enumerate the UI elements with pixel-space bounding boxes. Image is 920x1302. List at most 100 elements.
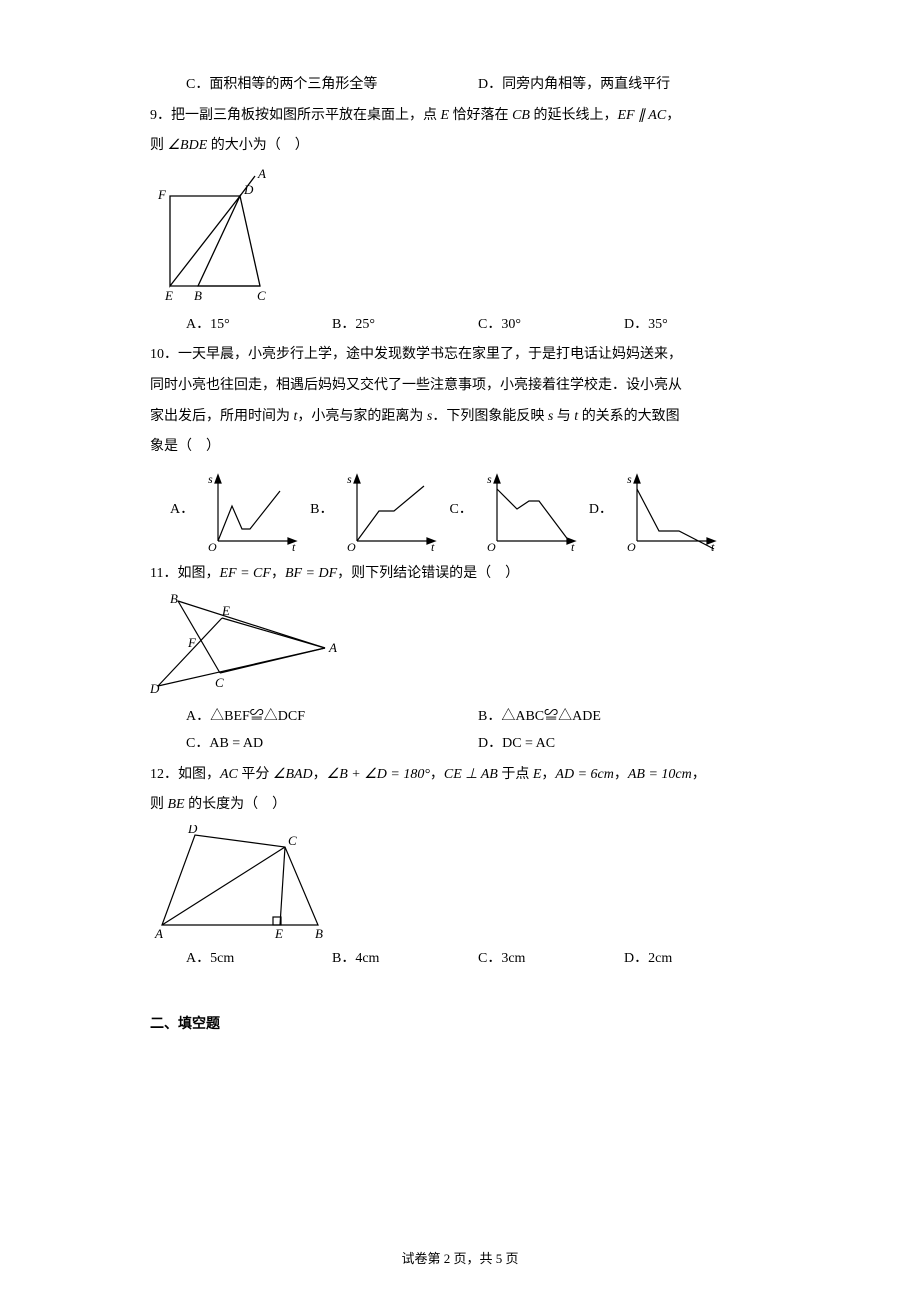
q10-text-4: ，小亮与家的距离为 [297,409,427,424]
q10-opt-b-label: B． [310,497,333,524]
section-2-heading: 二、填空题 [150,1012,770,1039]
q12-opt-a: A．5cm [186,946,332,973]
q11-opt-d: D．DC = AC [478,731,770,758]
svg-text:B: B [315,926,323,940]
q11-figure: B E A F C D [150,593,345,698]
q9-text-3: 的延长线上， [530,108,618,123]
q9-figure: F A D E B C [150,166,290,306]
q11-sym-1: EF = CF [219,566,270,581]
q8-opt-d: D．同旁内角相等，两直线平行 [478,72,770,99]
q12-text-8: ， [692,767,706,782]
q10-opt-d-label: D． [589,497,613,524]
q9-text-2: 恰好落在 [449,108,512,123]
svg-text:E: E [221,603,230,618]
svg-text:O: O [208,540,217,551]
svg-text:s: s [208,472,213,486]
q10-text-3: 家出发后，所用时间为 [150,409,294,424]
q12-opt-c: C．3cm [478,946,624,973]
q9-text-4: ， [666,108,680,123]
q9-text-6: 的大小为（ ） [207,138,309,153]
svg-text:C: C [288,833,297,848]
q9-options: A．15° B．25° C．30° D．35° [186,312,770,339]
q10-graph-b: stO [339,471,439,551]
q10-opt-c: C． stO [449,471,578,551]
q12-text-1: 12．如图， [150,767,220,782]
q9-text-1: 9．把一副三角板按如图所示平放在桌面上，点 [150,108,441,123]
q12-text-2: 平分 [238,767,273,782]
svg-text:A: A [328,640,337,655]
q12-sym-ab10: AB = 10cm [628,767,692,782]
q10-opt-c-label: C． [449,497,472,524]
svg-text:D: D [243,182,254,197]
q8-opt-c: C．面积相等的两个三角形全等 [186,72,478,99]
q10-stem-l4: 象是（ ） [150,434,770,461]
svg-text:s: s [347,472,352,486]
svg-text:E: E [164,288,173,303]
q12-stem-2: 则 BE 的长度为（ ） [150,792,770,819]
svg-text:C: C [215,675,224,690]
svg-text:s: s [487,472,492,486]
q11-text-3: ，则下列结论错误的是（ ） [337,566,519,581]
q12-figure: D C A E B [150,825,340,940]
q11-opt-a: A．△BEF≌△DCF [186,704,478,731]
q11-stem: 11．如图，EF = CF，BF = DF，则下列结论错误的是（ ） [150,561,770,588]
q11-options: A．△BEF≌△DCF B．△ABC≌△ADE C．AB = AD D．DC =… [186,704,770,757]
q9-sym-cb: CB [512,108,530,123]
q10-text-7: 的关系的大致图 [578,409,680,424]
q12-sym-180: ∠B + ∠D = 180° [327,767,430,782]
q12-stem: 12．如图，AC 平分 ∠BAD，∠B + ∠D = 180°，CE ⊥ AB … [150,762,770,789]
q10-text-6: 与 [553,409,574,424]
q9-stem-2: 则 ∠BDE 的大小为（ ） [150,133,770,160]
q12-sym-bad: ∠BAD [273,767,313,782]
svg-text:A: A [154,926,163,940]
q12-options: A．5cm B．4cm C．3cm D．2cm [186,946,770,973]
q10-stem-l3: 家出发后，所用时间为 t，小亮与家的距离为 s．下列图象能反映 s 与 t 的关… [150,404,770,431]
q10-opt-b: B． stO [310,471,439,551]
q12-sym-be: BE [168,797,185,812]
q9-stem: 9．把一副三角板按如图所示平放在桌面上，点 E 恰好落在 CB 的延长线上，EF… [150,103,770,130]
q11-opt-c: C．AB = AD [186,731,478,758]
q9-sym-efac: EF ∥ AC [617,108,666,123]
q12-opt-d: D．2cm [624,946,770,973]
q11-text-2: ， [271,566,285,581]
q12-text-7: ， [614,767,628,782]
q9-opt-b: B．25° [332,312,478,339]
q9-opt-c: C．30° [478,312,624,339]
svg-text:D: D [187,825,198,836]
q10-graph-d: stO [619,471,719,551]
q12-sym-ad6: AD = 6cm [555,767,613,782]
svg-text:O: O [627,540,636,551]
q9-sym-bde: ∠BDE [168,138,208,153]
q9-sym-e: E [441,108,450,123]
svg-text:C: C [257,288,266,303]
q12-text-3: ， [313,767,327,782]
svg-text:B: B [194,288,202,303]
svg-text:s: s [627,472,632,486]
q8-options: C．面积相等的两个三角形全等 D．同旁内角相等，两直线平行 [186,72,770,99]
page-footer: 试卷第 2 页，共 5 页 [150,1247,770,1272]
svg-text:B: B [170,593,178,606]
q12-text-5: 于点 [498,767,533,782]
q10-text-5: ．下列图象能反映 [432,409,548,424]
svg-text:E: E [274,926,283,940]
q9-opt-d: D．35° [624,312,770,339]
q12-sym-ac: AC [220,767,238,782]
svg-text:O: O [347,540,356,551]
q10-opt-a: A． stO [170,471,300,551]
q12-text-9: 则 [150,797,168,812]
q10-graph-c: stO [479,471,579,551]
q9-text-5: 则 [150,138,168,153]
q12-text-4: ， [430,767,444,782]
q12-text-6: ， [541,767,555,782]
q10-graph-a: stO [200,471,300,551]
q11-text-1: 11．如图， [150,566,219,581]
svg-text:F: F [187,635,197,650]
q10-stem-l2: 同时小亮也往回走，相遇后妈妈又交代了一些注意事项，小亮接着往学校走．设小亮从 [150,373,770,400]
q10-stem-l1: 10．一天早晨，小亮步行上学，途中发现数学书忘在家里了，于是打电话让妈妈送来， [150,342,770,369]
q12-opt-b: B．4cm [332,946,478,973]
q11-opt-b: B．△ABC≌△ADE [478,704,770,731]
q10-opt-d: D． stO [589,471,719,551]
q12-sym-ceab: CE ⊥ AB [444,767,498,782]
q11-sym-2: BF = DF [285,566,337,581]
svg-text:F: F [157,187,167,202]
